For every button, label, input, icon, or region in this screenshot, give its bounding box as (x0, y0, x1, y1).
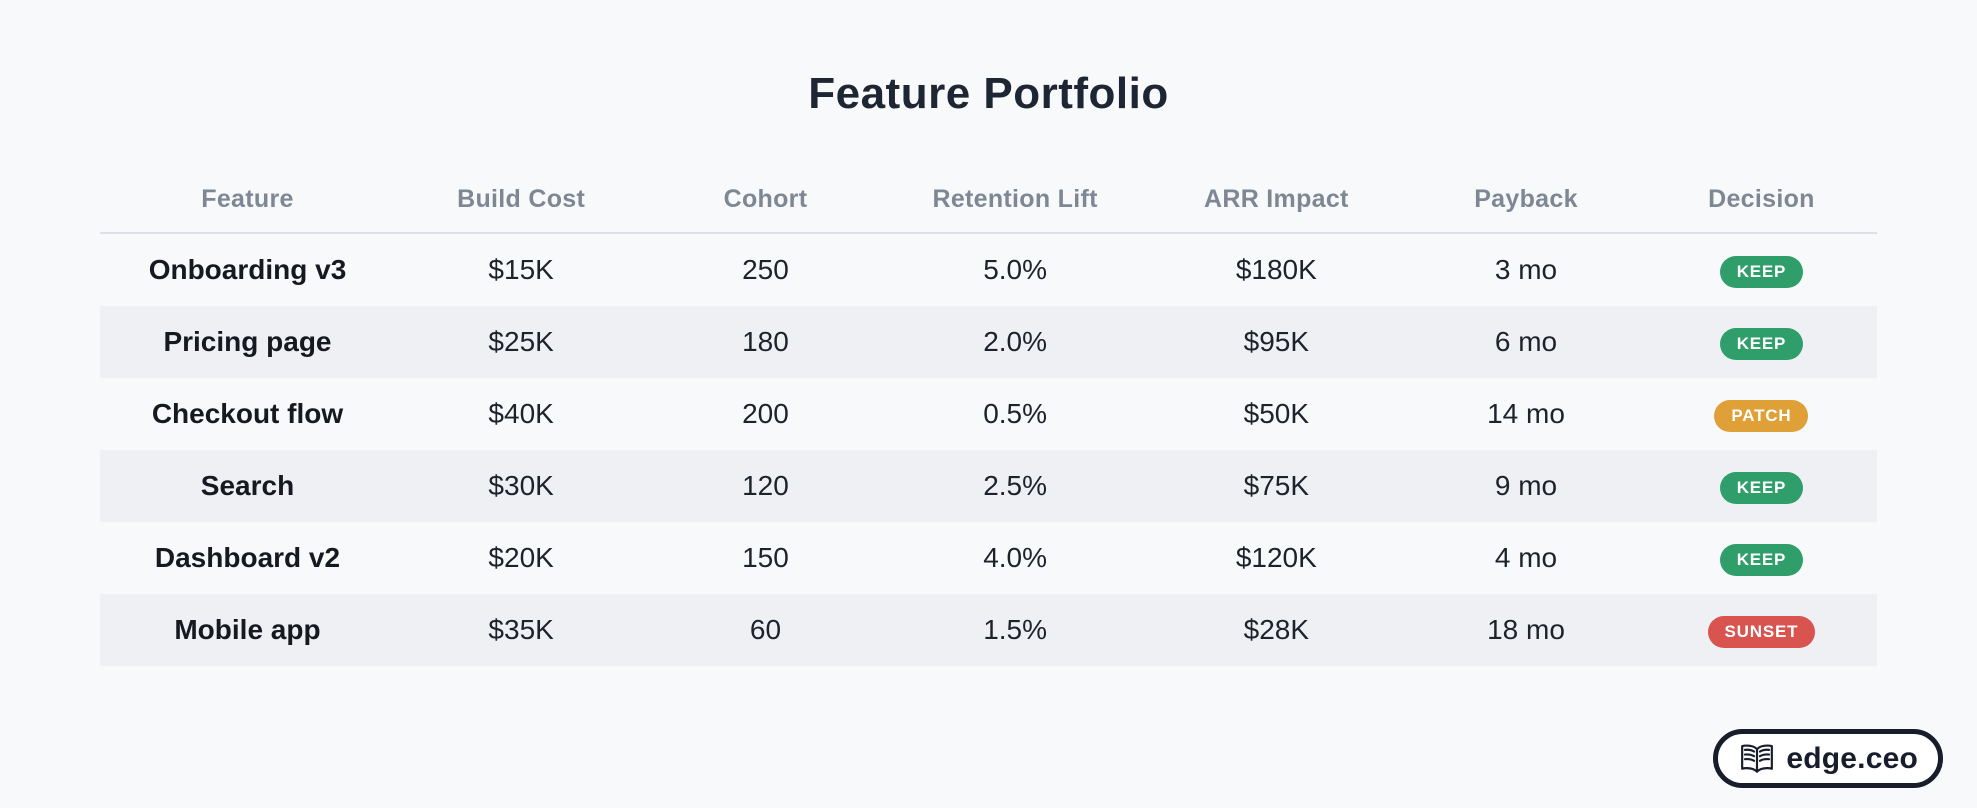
decision-badge: KEEP (1719, 544, 1804, 577)
column-header-feature: Feature (201, 184, 294, 213)
cell-feature: Pricing page (163, 326, 332, 358)
table-row: Pricing page $25K 180 2.0% $95K 6 mo KEE… (100, 306, 1877, 379)
open-book-icon (1738, 742, 1776, 776)
cell-cohort: 150 (742, 542, 789, 574)
cell-build-cost: $35K (488, 614, 554, 646)
cell-feature: Checkout flow (151, 398, 344, 430)
cell-payback: 14 mo (1487, 398, 1565, 430)
cell-decision: SUNSET (1646, 612, 1877, 649)
table-row: Mobile app $35K 60 1.5% $28K 18 mo SUNSE… (100, 594, 1877, 667)
column-header-cohort: Cohort (723, 184, 808, 213)
page-title: Feature Portfolio (808, 69, 1169, 118)
cell-payback: 9 mo (1494, 470, 1558, 502)
table-header-row: Feature Build Cost Cohort Retention Lift… (100, 166, 1877, 235)
cell-payback: 6 mo (1494, 326, 1558, 358)
decision-badge: KEEP (1719, 256, 1804, 289)
feature-portfolio-table: Feature Build Cost Cohort Retention Lift… (100, 166, 1877, 667)
decision-badge: PATCH (1714, 400, 1809, 433)
cell-arr-impact: $95K (1243, 326, 1310, 358)
cell-arr-impact: $75K (1243, 470, 1310, 502)
cell-cohort: 250 (742, 254, 789, 286)
cell-build-cost: $15K (488, 254, 554, 286)
cell-build-cost: $20K (488, 542, 554, 574)
column-header-decision: Decision (1708, 184, 1815, 213)
cell-payback: 3 mo (1494, 254, 1558, 286)
cell-feature: Onboarding v3 (148, 254, 347, 286)
column-header-retention-lift: Retention Lift (932, 184, 1098, 213)
table-row: Dashboard v2 $20K 150 4.0% $120K 4 mo KE… (100, 522, 1877, 594)
cell-feature: Mobile app (174, 614, 321, 646)
cell-decision: KEEP (1646, 540, 1877, 577)
cell-retention-lift: 2.5% (983, 470, 1048, 502)
cell-cohort: 200 (742, 398, 789, 430)
cell-retention-lift: 5.0% (983, 254, 1048, 286)
cell-retention-lift: 0.5% (983, 398, 1048, 430)
cell-retention-lift: 1.5% (983, 614, 1048, 646)
cell-decision: PATCH (1646, 396, 1877, 433)
cell-decision: KEEP (1646, 468, 1877, 505)
cell-feature: Dashboard v2 (154, 542, 341, 574)
column-header-build-cost: Build Cost (457, 184, 586, 213)
table-row: Checkout flow $40K 200 0.5% $50K 14 mo P… (100, 378, 1877, 450)
cell-build-cost: $25K (488, 326, 554, 358)
cell-cohort: 180 (742, 326, 789, 358)
table-body: Onboarding v3 $15K 250 5.0% $180K 3 mo K… (100, 234, 1877, 667)
column-header-arr-impact: ARR Impact (1203, 184, 1349, 213)
decision-badge: KEEP (1719, 328, 1804, 361)
table-row: Onboarding v3 $15K 250 5.0% $180K 3 mo K… (100, 234, 1877, 306)
cell-retention-lift: 2.0% (983, 326, 1048, 358)
cell-cohort: 120 (742, 470, 789, 502)
column-header-payback: Payback (1474, 184, 1578, 213)
brand-logo-text: edge.ceo (1786, 741, 1918, 775)
cell-decision: KEEP (1646, 252, 1877, 289)
cell-build-cost: $30K (488, 470, 554, 502)
cell-decision: KEEP (1646, 324, 1877, 361)
cell-arr-impact: $50K (1243, 398, 1310, 430)
cell-arr-impact: $28K (1243, 614, 1310, 646)
cell-retention-lift: 4.0% (983, 542, 1048, 574)
cell-payback: 18 mo (1487, 614, 1565, 646)
cell-feature: Search (200, 470, 295, 502)
cell-cohort: 60 (749, 614, 782, 646)
cell-payback: 4 mo (1494, 542, 1558, 574)
cell-arr-impact: $120K (1235, 542, 1317, 574)
decision-badge: KEEP (1719, 472, 1804, 505)
cell-arr-impact: $180K (1235, 254, 1317, 286)
cell-build-cost: $40K (488, 398, 554, 430)
decision-badge: SUNSET (1707, 616, 1816, 649)
table-row: Search $30K 120 2.5% $75K 9 mo KEEP (100, 450, 1877, 523)
